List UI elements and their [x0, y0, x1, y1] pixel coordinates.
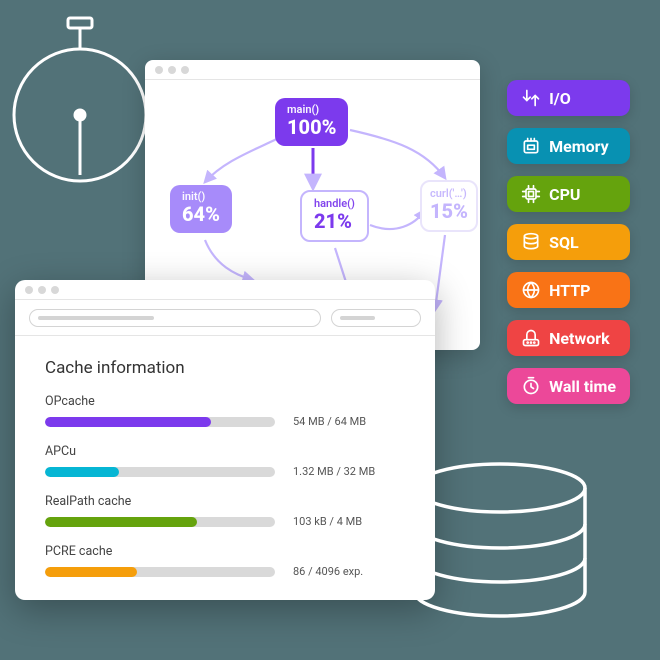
- node-pct: 100%: [287, 116, 336, 138]
- window-dot: [168, 66, 176, 74]
- cache-progress-fill: [45, 517, 197, 527]
- database-icon: [405, 460, 595, 620]
- cache-row: APCu 1.32 MB / 32 MB: [45, 444, 405, 478]
- cache-row-label: OPcache: [45, 394, 405, 409]
- cache-row-value: 86 / 4096 exp.: [293, 565, 363, 578]
- cache-progress-track: [45, 467, 275, 477]
- badge-label: I/O: [549, 89, 571, 108]
- cache-panel-title: Cache information: [45, 358, 405, 378]
- badge-walltime[interactable]: Wall time: [507, 368, 630, 404]
- window-titlebar: [145, 60, 480, 80]
- node-pct: 64%: [182, 203, 220, 225]
- cache-progress-fill: [45, 417, 211, 427]
- node-handle[interactable]: handle() 21%: [300, 190, 369, 242]
- cache-row-value: 54 MB / 64 MB: [293, 415, 366, 428]
- badge-label: HTTP: [549, 281, 590, 300]
- cache-progress-track: [45, 567, 275, 577]
- node-fn: curl('…'): [430, 188, 468, 200]
- db-icon: [521, 232, 541, 252]
- badge-label: Wall time: [549, 377, 616, 396]
- globe-icon: [521, 280, 541, 300]
- badge-network[interactable]: Network: [507, 320, 630, 356]
- clock-icon: [521, 376, 541, 396]
- window-dot: [38, 286, 46, 294]
- badge-label: Network: [549, 329, 610, 348]
- address-field[interactable]: [29, 309, 321, 327]
- cache-row: RealPath cache 103 kB / 4 MB: [45, 494, 405, 528]
- badge-memory[interactable]: Memory: [507, 128, 630, 164]
- cache-row-label: APCu: [45, 444, 405, 459]
- node-fn: init(): [182, 191, 220, 203]
- io-icon: [521, 88, 541, 108]
- cache-row-label: PCRE cache: [45, 544, 405, 559]
- window-dot: [51, 286, 59, 294]
- window-titlebar: [15, 280, 435, 300]
- window-dot: [25, 286, 33, 294]
- cache-row: PCRE cache 86 / 4096 exp.: [45, 544, 405, 578]
- node-fn: handle(): [314, 198, 355, 210]
- badge-label: SQL: [549, 233, 579, 252]
- cache-progress-track: [45, 417, 275, 427]
- address-bar: [15, 300, 435, 336]
- cache-window: Cache information OPcache 54 MB / 64 MB AP…: [15, 280, 435, 600]
- node-fn: main(): [287, 104, 336, 116]
- network-icon: [521, 328, 541, 348]
- stopwatch-icon: [0, 10, 160, 190]
- badge-label: CPU: [549, 185, 580, 204]
- cache-progress-track: [45, 517, 275, 527]
- cache-progress-fill: [45, 567, 137, 577]
- badge-label: Memory: [549, 137, 609, 156]
- badge-cpu[interactable]: CPU: [507, 176, 630, 212]
- node-pct: 15%: [430, 200, 468, 222]
- badge-io[interactable]: I/O: [507, 80, 630, 116]
- window-dot: [181, 66, 189, 74]
- cache-row-value: 103 kB / 4 MB: [293, 515, 362, 528]
- node-main[interactable]: main() 100%: [275, 98, 348, 146]
- cache-row-value: 1.32 MB / 32 MB: [293, 465, 375, 478]
- badge-http[interactable]: HTTP: [507, 272, 630, 308]
- node-init[interactable]: init() 64%: [170, 185, 232, 233]
- window-dot: [155, 66, 163, 74]
- cache-row: OPcache 54 MB / 64 MB: [45, 394, 405, 428]
- memory-icon: [521, 136, 541, 156]
- address-field-secondary[interactable]: [331, 309, 421, 327]
- cache-row-label: RealPath cache: [45, 494, 405, 509]
- metric-badges: I/O Memory CPU SQL HTTP Network Wall time: [507, 80, 630, 404]
- badge-sql[interactable]: SQL: [507, 224, 630, 260]
- node-curl[interactable]: curl('…') 15%: [420, 180, 478, 232]
- node-pct: 21%: [314, 210, 355, 232]
- cache-progress-fill: [45, 467, 119, 477]
- cpu-icon: [521, 184, 541, 204]
